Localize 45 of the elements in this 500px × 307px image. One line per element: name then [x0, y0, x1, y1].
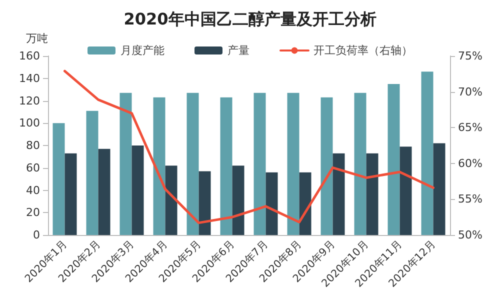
y-tick-label: 140	[19, 72, 40, 85]
bar	[388, 84, 400, 235]
y-tick-label: 160	[19, 50, 40, 62]
bar	[86, 110, 98, 235]
bar	[232, 166, 244, 235]
bar	[120, 92, 132, 235]
bar	[433, 143, 446, 235]
bar	[64, 153, 77, 235]
y-tick-label: 0	[33, 228, 40, 242]
bar	[52, 123, 65, 235]
bar	[132, 146, 144, 235]
y2-tick-label: 50%	[458, 228, 482, 242]
bar	[254, 92, 266, 235]
y-axis-title: 万吨	[26, 32, 48, 45]
bar	[332, 153, 345, 235]
bar	[220, 97, 232, 235]
bar	[354, 92, 366, 235]
bar	[198, 171, 211, 235]
y-tick-label: 120	[19, 94, 40, 108]
chart-title: 2020年中国乙二醇产量及开工分析	[124, 10, 376, 28]
y2-tick-label: 55%	[458, 192, 482, 206]
y-tick-label: 60	[26, 161, 40, 174]
bar	[186, 92, 199, 235]
y2-tick-label: 75%	[458, 50, 482, 62]
bar	[320, 97, 333, 235]
y2-tick-label: 60%	[458, 156, 482, 170]
bar	[98, 148, 110, 235]
y-tick-label: 100	[19, 116, 40, 130]
bar	[165, 166, 178, 235]
y-tick-label: 20	[26, 206, 40, 220]
y-tick-label: 80	[26, 139, 40, 152]
bar	[400, 146, 412, 235]
bar	[299, 172, 312, 235]
legend-label: 产量	[228, 44, 250, 57]
bar	[266, 172, 278, 235]
y2-tick-label: 65%	[458, 121, 482, 134]
y-tick-label: 40	[26, 184, 40, 197]
legend-label: 开工负荷率（右轴）	[314, 44, 412, 57]
legend-label: 月度产能	[120, 44, 164, 57]
bar	[366, 153, 378, 235]
bar	[287, 92, 300, 235]
y2-tick-label: 70%	[458, 85, 482, 98]
bar	[153, 97, 166, 235]
bar	[421, 72, 434, 235]
line-series	[64, 70, 434, 224]
